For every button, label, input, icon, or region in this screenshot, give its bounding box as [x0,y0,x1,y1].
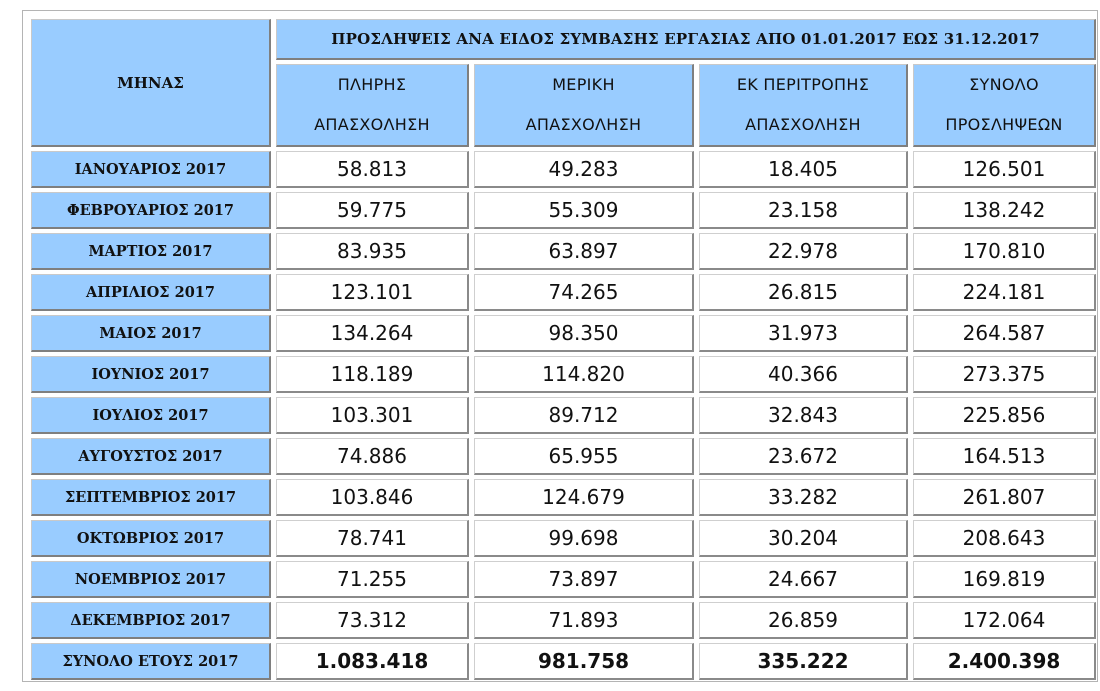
month-label: ΙΑΝΟΥΑΡΙΟΣ 2017 [31,151,271,188]
rotation-column-header: ΕΚ ΠΕΡΙΤΡΟΠΗΣ ΑΠΑΣΧΟΛΗΣΗ [699,64,908,147]
month-label: ΑΠΡΙΛΙΟΣ 2017 [31,274,271,311]
full-time-cell: 78.741 [276,520,469,557]
total-hires-column-header: ΣΥΝΟΛΟ ΠΡΟΣΛΗΨΕΩΝ [913,64,1096,147]
month-label: ΦΕΒΡΟΥΑΡΙΟΣ 2017 [31,192,271,229]
column-header-line: ΠΛΗΡΗΣ [337,75,407,94]
part-time-cell: 99.698 [474,520,694,557]
column-header-line: ΣΥΝΟΛΟ [969,75,1039,94]
full-time-cell: 103.846 [276,479,469,516]
part-time-cell: 65.955 [474,438,694,475]
part-time-cell: 124.679 [474,479,694,516]
table-row: ΝΟΕΜΒΡΙΟΣ 2017 71.255 73.897 24.667 169.819 [31,561,1096,598]
total-cell: 169.819 [913,561,1096,598]
full-time-column-header: ΠΛΗΡΗΣ ΑΠΑΣΧΟΛΗΣΗ [276,64,469,147]
rotation-cell: 33.282 [699,479,908,516]
month-label: ΑΥΓΟΥΣΤΟΣ 2017 [31,438,271,475]
part-time-cell: 71.893 [474,602,694,639]
part-time-cell: 63.897 [474,233,694,270]
full-time-cell: 103.301 [276,397,469,434]
full-time-cell: 71.255 [276,561,469,598]
month-label: ΜΑΡΤΙΟΣ 2017 [31,233,271,270]
month-label: ΜΑΙΟΣ 2017 [31,315,271,352]
part-time-cell: 98.350 [474,315,694,352]
column-header-line: ΑΠΑΣΧΟΛΗΣΗ [314,115,430,134]
month-label: ΙΟΥΝΙΟΣ 2017 [31,356,271,393]
rotation-cell: 30.204 [699,520,908,557]
total-cell: 208.643 [913,520,1096,557]
table-title: ΠΡΟΣΛΗΨΕΙΣ ΑΝΑ ΕΙΔΟΣ ΣΥΜΒΑΣΗΣ ΕΡΓΑΣΙΑΣ Α… [276,19,1096,60]
month-label: ΟΚΤΩΒΡΙΟΣ 2017 [31,520,271,557]
full-time-cell: 134.264 [276,315,469,352]
column-header-row: ΠΛΗΡΗΣ ΑΠΑΣΧΟΛΗΣΗ ΜΕΡΙΚΗ ΑΠΑΣΧΟΛΗΣΗ ΕΚ Π… [31,64,1096,147]
table-row: ΙΟΥΛΙΟΣ 2017 103.301 89.712 32.843 225.856 [31,397,1096,434]
year-total-row: ΣΥΝΟΛΟ ΕΤΟΥΣ 2017 1.083.418 981.758 335.222… [31,643,1096,680]
month-label: ΣΕΠΤΕΜΒΡΙΟΣ 2017 [31,479,271,516]
part-time-cell: 74.265 [474,274,694,311]
full-time-cell: 1.083.418 [276,643,469,680]
hires-table-sheet: ΜΗΝΑΣ ΠΡΟΣΛΗΨΕΙΣ ΑΝΑ ΕΙΔΟΣ ΣΥΜΒΑΣΗΣ ΕΡΓΑ… [22,10,1098,682]
rotation-cell: 32.843 [699,397,908,434]
hires-by-contract-type-table: ΜΗΝΑΣ ΠΡΟΣΛΗΨΕΙΣ ΑΝΑ ΕΙΔΟΣ ΣΥΜΒΑΣΗΣ ΕΡΓΑ… [26,15,1100,684]
column-header-line: ΜΕΡΙΚΗ [552,75,615,94]
total-cell: 172.064 [913,602,1096,639]
column-header-line: ΠΡΟΣΛΗΨΕΩΝ [945,115,1063,134]
table-row: ΜΑΙΟΣ 2017 134.264 98.350 31.973 264.587 [31,315,1096,352]
year-total-label: ΣΥΝΟΛΟ ΕΤΟΥΣ 2017 [31,643,271,680]
full-time-cell: 123.101 [276,274,469,311]
full-time-cell: 59.775 [276,192,469,229]
total-cell: 225.856 [913,397,1096,434]
month-label: ΝΟΕΜΒΡΙΟΣ 2017 [31,561,271,598]
table-row: ΦΕΒΡΟΥΑΡΙΟΣ 2017 59.775 55.309 23.158 138.24… [31,192,1096,229]
month-label: ΔΕΚΕΜΒΡΙΟΣ 2017 [31,602,271,639]
total-cell: 264.587 [913,315,1096,352]
part-time-cell: 55.309 [474,192,694,229]
part-time-column-header: ΜΕΡΙΚΗ ΑΠΑΣΧΟΛΗΣΗ [474,64,694,147]
rotation-cell: 18.405 [699,151,908,188]
table-row: ΑΥΓΟΥΣΤΟΣ 2017 74.886 65.955 23.672 164.513 [31,438,1096,475]
total-cell: 126.501 [913,151,1096,188]
table-row: ΜΑΡΤΙΟΣ 2017 83.935 63.897 22.978 170.810 [31,233,1096,270]
table-row: ΑΠΡΙΛΙΟΣ 2017 123.101 74.265 26.815 224.181 [31,274,1096,311]
column-header-line: ΑΠΑΣΧΟΛΗΣΗ [745,115,861,134]
full-time-cell: 58.813 [276,151,469,188]
rotation-cell: 40.366 [699,356,908,393]
part-time-cell: 49.283 [474,151,694,188]
column-header-line: ΕΚ ΠΕΡΙΤΡΟΠΗΣ [736,75,870,94]
rotation-cell: 24.667 [699,561,908,598]
total-cell: 138.242 [913,192,1096,229]
full-time-cell: 83.935 [276,233,469,270]
rotation-cell: 26.815 [699,274,908,311]
title-row: ΜΗΝΑΣ ΠΡΟΣΛΗΨΕΙΣ ΑΝΑ ΕΙΔΟΣ ΣΥΜΒΑΣΗΣ ΕΡΓΑ… [31,19,1096,147]
full-time-cell: 73.312 [276,602,469,639]
table-row: ΙΟΥΝΙΟΣ 2017 118.189 114.820 40.366 273.375 [31,356,1096,393]
full-time-cell: 118.189 [276,356,469,393]
rotation-cell: 31.973 [699,315,908,352]
total-cell: 2.400.398 [913,643,1096,680]
table-row: ΟΚΤΩΒΡΙΟΣ 2017 78.741 99.698 30.204 208.643 [31,520,1096,557]
rotation-cell: 335.222 [699,643,908,680]
rotation-cell: 26.859 [699,602,908,639]
part-time-cell: 89.712 [474,397,694,434]
table-row: ΔΕΚΕΜΒΡΙΟΣ 2017 73.312 71.893 26.859 172.064 [31,602,1096,639]
rotation-cell: 23.672 [699,438,908,475]
month-column-header: ΜΗΝΑΣ [31,19,271,147]
total-cell: 273.375 [913,356,1096,393]
table-row: ΙΑΝΟΥΑΡΙΟΣ 2017 58.813 49.283 18.405 126.501 [31,151,1096,188]
rotation-cell: 23.158 [699,192,908,229]
part-time-cell: 73.897 [474,561,694,598]
rotation-cell: 22.978 [699,233,908,270]
table-row: ΣΕΠΤΕΜΒΡΙΟΣ 2017 103.846 124.679 33.282 261.… [31,479,1096,516]
total-cell: 224.181 [913,274,1096,311]
full-time-cell: 74.886 [276,438,469,475]
part-time-cell: 981.758 [474,643,694,680]
total-cell: 164.513 [913,438,1096,475]
column-header-line: ΑΠΑΣΧΟΛΗΣΗ [525,115,642,134]
total-cell: 170.810 [913,233,1096,270]
part-time-cell: 114.820 [474,356,694,393]
month-label: ΙΟΥΛΙΟΣ 2017 [31,397,271,434]
total-cell: 261.807 [913,479,1096,516]
